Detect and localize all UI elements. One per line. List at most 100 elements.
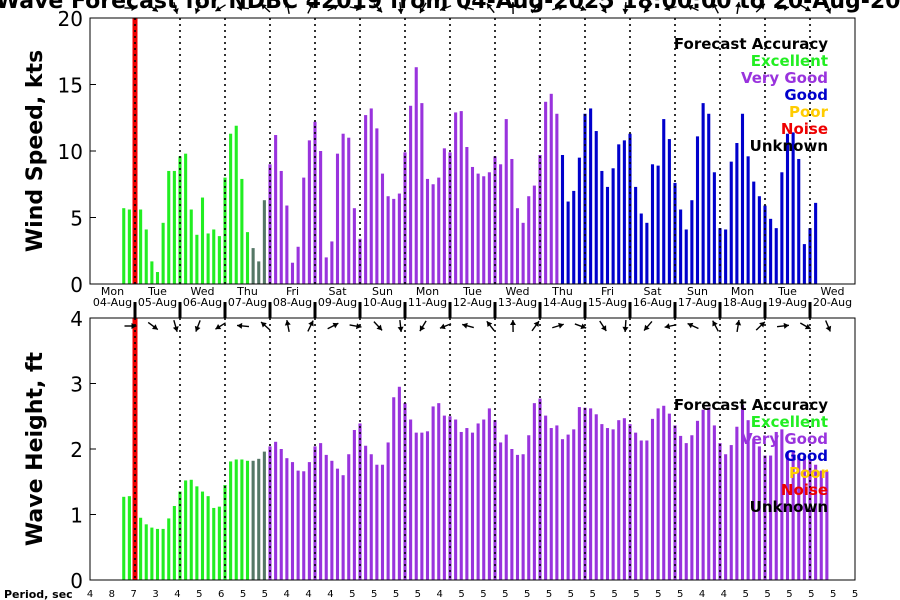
bar <box>555 425 559 580</box>
direction-arrow <box>486 2 495 14</box>
bar <box>139 517 143 580</box>
bar <box>622 140 626 284</box>
bar <box>245 232 250 284</box>
bar <box>757 196 761 284</box>
period-value: 5 <box>262 589 268 600</box>
direction-arrow <box>194 2 201 14</box>
legend-item: Very Good <box>741 69 828 87</box>
period-value: 4 <box>87 589 93 600</box>
direction-arrow <box>439 5 452 12</box>
direction-arrow <box>419 2 427 14</box>
bar <box>386 196 390 284</box>
bar <box>268 164 272 284</box>
bar <box>752 439 756 580</box>
bar <box>127 209 131 284</box>
bar <box>814 202 818 284</box>
direction-arrow <box>349 5 362 12</box>
direction-arrow <box>147 321 159 331</box>
bar <box>122 496 126 580</box>
day-of-week-label: Mon <box>416 285 439 298</box>
bar <box>335 153 340 284</box>
bar <box>245 460 250 580</box>
date-label: 15-Aug <box>588 296 627 309</box>
direction-arrow <box>215 322 226 330</box>
bar <box>319 443 323 580</box>
bar <box>341 475 345 580</box>
bar <box>465 147 469 284</box>
bar <box>358 238 362 284</box>
bar <box>307 462 311 580</box>
bar <box>724 229 728 284</box>
direction-arrow <box>486 320 495 332</box>
bar <box>504 119 508 284</box>
period-value: 5 <box>502 589 508 600</box>
direction-arrow <box>439 323 452 330</box>
direction-arrow <box>373 3 383 13</box>
date-label: 12-Aug <box>453 296 492 309</box>
period-value: 4 <box>305 589 311 600</box>
bar <box>189 209 193 284</box>
bar <box>442 415 446 580</box>
bar <box>470 432 475 581</box>
bar <box>673 182 677 284</box>
bar <box>476 423 480 580</box>
direction-arrow <box>552 4 564 11</box>
bar <box>296 470 300 580</box>
bar <box>330 460 334 580</box>
bar <box>740 405 745 580</box>
bar <box>369 108 373 284</box>
bar <box>667 139 671 284</box>
bar <box>431 184 435 284</box>
bar <box>695 136 700 284</box>
bar <box>324 257 328 284</box>
bar <box>302 177 306 284</box>
y-tick-label: 20 <box>58 7 83 31</box>
bar <box>347 454 351 580</box>
bar <box>605 186 610 284</box>
bar <box>212 507 216 580</box>
day-of-week-label: Thu <box>551 285 573 298</box>
bar <box>369 454 373 580</box>
bar <box>544 101 548 284</box>
period-value: 5 <box>546 589 552 600</box>
direction-arrow <box>419 320 427 332</box>
bar <box>549 428 553 580</box>
date-label: 18-Aug <box>723 296 762 309</box>
bar <box>442 148 446 284</box>
bar <box>150 527 154 580</box>
direction-arrow <box>574 323 587 330</box>
direction-arrow <box>194 320 201 332</box>
bar <box>240 178 244 284</box>
bar <box>155 528 160 580</box>
bar <box>234 125 238 284</box>
bar <box>667 413 671 580</box>
direction-arrow <box>799 322 812 330</box>
bar <box>695 420 700 580</box>
date-label: 13-Aug <box>498 296 537 309</box>
period-value: 5 <box>196 589 202 600</box>
bar <box>487 172 491 284</box>
bar <box>223 177 227 284</box>
direction-arrow <box>574 5 587 12</box>
y-tick-label: 0 <box>70 273 83 297</box>
bar <box>589 108 593 284</box>
bar <box>532 403 536 580</box>
bar <box>594 131 598 284</box>
bar <box>459 111 463 284</box>
legend-item: Noise <box>781 481 828 499</box>
bar <box>251 460 255 580</box>
direction-arrow <box>284 319 291 333</box>
day-of-week-label: Fri <box>601 285 614 298</box>
bar <box>155 272 160 284</box>
bar <box>274 441 278 580</box>
direction-arrow <box>531 320 540 332</box>
direction-arrow <box>735 319 742 333</box>
bar <box>414 67 418 285</box>
bar <box>639 213 643 284</box>
date-label: 17-Aug <box>678 296 717 309</box>
bar <box>167 170 171 284</box>
bar <box>257 458 261 580</box>
bar <box>437 403 441 580</box>
direction-arrow <box>260 3 271 13</box>
